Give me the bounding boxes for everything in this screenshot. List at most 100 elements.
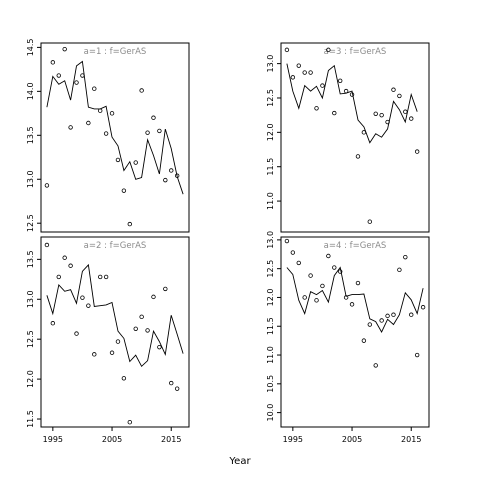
y-tick-label: 13.5	[26, 250, 35, 268]
data-point	[367, 322, 372, 327]
data-point	[133, 160, 138, 165]
data-point	[308, 273, 313, 278]
data-point	[349, 92, 355, 97]
data-point	[133, 326, 138, 332]
data-point	[326, 253, 331, 259]
data-point	[103, 274, 109, 280]
series-line	[286, 266, 424, 333]
data-point	[373, 111, 378, 116]
x-tick-label: 1995	[283, 435, 303, 444]
data-point	[373, 363, 378, 368]
data-point	[308, 70, 313, 75]
data-point	[385, 313, 390, 319]
y-tick-label: 14.5	[26, 38, 35, 56]
y-tick-label: 10.0	[266, 404, 275, 422]
y-tick-label: 11.0	[266, 346, 275, 364]
data-point	[163, 286, 168, 292]
data-point	[314, 298, 319, 303]
data-point	[403, 254, 408, 260]
panel-3: a=2 : f=GerAS 11.5 12.0 12.5 13.0 13.5 1995 200…	[26, 236, 190, 444]
panel-frame	[280, 236, 430, 428]
panel-2: a=3 : f=GerAS 11.0 11.5 12.0 12.5 13.0	[266, 42, 430, 233]
data-point	[44, 183, 50, 188]
x-tick-label: 2015	[401, 435, 421, 444]
data-point	[343, 295, 349, 300]
y-tick-label: 13.5	[26, 126, 35, 144]
panel-1: a=1 : f=GerAS 12.5 13.0 13.5 14.0 14.5	[26, 38, 190, 233]
y-tick-label: 11.0	[266, 192, 275, 210]
data-point	[86, 303, 91, 308]
data-point	[169, 168, 174, 173]
data-point	[174, 173, 180, 178]
x-tick-label: 2005	[342, 435, 362, 444]
data-point	[409, 116, 414, 121]
data-point	[355, 280, 361, 286]
series-line	[46, 263, 184, 368]
data-point	[151, 115, 156, 120]
data-point	[290, 75, 296, 80]
data-point	[409, 312, 414, 317]
data-point	[109, 111, 115, 116]
data-point	[169, 380, 174, 386]
data-point	[157, 344, 162, 350]
data-point	[391, 312, 396, 317]
data-point	[74, 80, 79, 85]
data-point	[121, 188, 127, 193]
y-tick-label: 12.5	[26, 330, 35, 348]
panel-frame	[280, 42, 430, 233]
data-point	[302, 295, 307, 300]
data-point	[320, 283, 325, 289]
data-point	[302, 70, 307, 75]
y-tick-label: 13.0	[266, 231, 275, 249]
data-point	[68, 263, 73, 268]
panel-title: a=2 : f=GerAS	[84, 241, 147, 251]
data-point	[115, 157, 121, 163]
panel-frame	[40, 42, 190, 233]
data-point	[284, 47, 290, 53]
data-point	[414, 352, 420, 358]
panel-title: a=3 : f=GerAS	[324, 47, 387, 57]
data-point	[296, 63, 301, 68]
data-point	[379, 318, 384, 323]
data-point	[320, 83, 325, 88]
data-point	[326, 47, 331, 53]
data-point	[74, 331, 79, 336]
data-point	[121, 376, 127, 381]
series-line	[286, 63, 418, 144]
data-point	[109, 350, 115, 355]
data-point	[44, 242, 50, 248]
data-point	[379, 112, 384, 118]
data-point	[385, 119, 390, 125]
data-point	[127, 221, 132, 227]
data-point	[391, 87, 396, 92]
data-point	[50, 60, 56, 65]
data-point	[139, 88, 144, 93]
y-tick-label: 13.0	[266, 55, 275, 73]
panel-title: a=4 : f=GerAS	[324, 241, 387, 251]
data-point	[284, 238, 290, 244]
data-point	[145, 130, 150, 135]
data-point	[397, 93, 402, 99]
data-point	[103, 131, 109, 136]
data-point	[56, 274, 61, 280]
data-point	[56, 73, 61, 78]
data-point	[367, 219, 372, 224]
data-point	[86, 120, 91, 126]
data-point	[174, 386, 180, 391]
x-tick-label: 2015	[161, 435, 181, 444]
y-tick-label: 12.5	[26, 214, 35, 232]
data-point	[139, 314, 144, 320]
data-point	[50, 321, 56, 326]
data-point	[163, 177, 168, 183]
data-point	[80, 295, 85, 300]
panel-4: a=4 : f=GerAS 10.0 10.5 11.0 11.5 12.0 12.5 13.…	[266, 231, 430, 444]
data-point	[115, 339, 121, 344]
panel-frame	[40, 236, 190, 428]
y-tick-label: 11.5	[266, 317, 275, 335]
y-tick-label: 12.5	[266, 260, 275, 278]
data-point	[157, 128, 162, 134]
data-point	[403, 109, 408, 114]
data-point	[62, 46, 67, 52]
series-line	[46, 60, 184, 195]
